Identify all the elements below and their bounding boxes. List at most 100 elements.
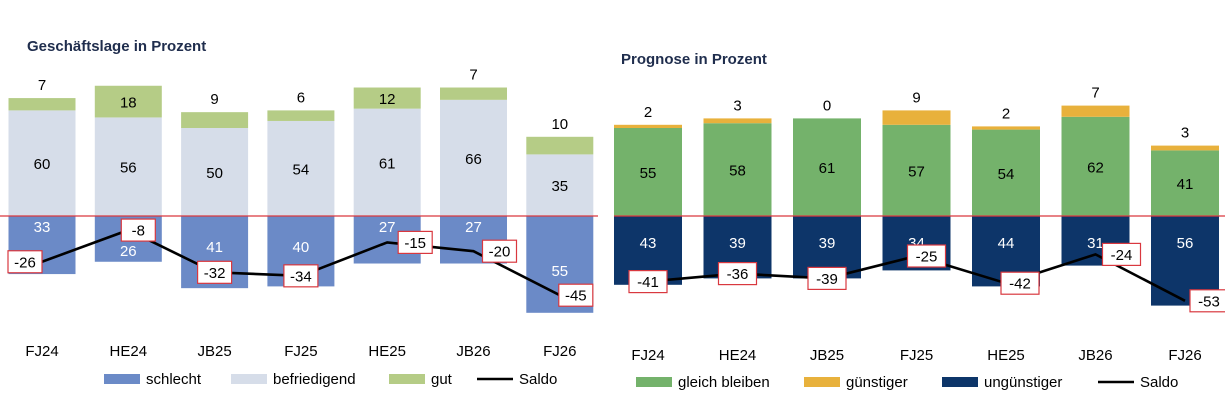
legend-label-unguenstiger: ungünstiger bbox=[984, 374, 1062, 391]
saldo-label-fj25: -34 bbox=[290, 268, 312, 285]
legend-label-saldo: Saldo bbox=[1140, 374, 1178, 391]
legend-label-befriedigend: befriedigend bbox=[273, 371, 356, 388]
saldo-box-jb25 bbox=[197, 260, 233, 284]
x-tick-fj24: FJ24 bbox=[25, 343, 58, 360]
saldo-box-fj26 bbox=[558, 283, 594, 307]
bar-gut-jb25 bbox=[181, 112, 249, 128]
legend-label-saldo: Saldo bbox=[519, 371, 557, 388]
bar-label-gut-fj26: 10 bbox=[551, 116, 568, 133]
bar-label-schlecht-he24: 26 bbox=[120, 243, 137, 260]
saldo-label-he24: -8 bbox=[132, 223, 145, 240]
legend-swatch-guenstiger bbox=[804, 377, 840, 387]
bar-guenstiger-jb26 bbox=[1061, 105, 1130, 117]
bar-befriedigend-he24 bbox=[94, 117, 162, 216]
saldo-label-jb25: -39 bbox=[816, 271, 838, 288]
saldo-label-he25: -42 bbox=[1009, 276, 1031, 293]
x-tick-fj25: FJ25 bbox=[284, 343, 317, 360]
x-tick-fj24: FJ24 bbox=[631, 347, 664, 364]
saldo-label-jb26: -20 bbox=[489, 244, 511, 261]
legend-label-gut: gut bbox=[431, 371, 453, 388]
chart-title-prognose: Prognose in Prozent bbox=[621, 51, 767, 68]
bar-guenstiger-fj26 bbox=[1151, 145, 1219, 151]
bar-label-schlecht-fj24: 33 bbox=[34, 219, 51, 236]
chart-title-geschaeftslage: Geschäftslage in Prozent bbox=[27, 38, 206, 55]
bar-befriedigend-jb25 bbox=[181, 128, 249, 216]
bar-label-gleich-bleiben-jb26: 62 bbox=[1087, 159, 1104, 176]
legend-label-gleich-bleiben: gleich bleiben bbox=[678, 374, 770, 391]
bar-label-gleich-bleiben-fj24: 55 bbox=[640, 165, 657, 182]
legend-label-schlecht: schlecht bbox=[146, 371, 202, 388]
bar-befriedigend-he25 bbox=[353, 108, 421, 216]
bar-gut-fj25 bbox=[267, 110, 335, 121]
bar-label-befriedigend-jb25: 50 bbox=[206, 165, 223, 182]
x-tick-jb25: JB25 bbox=[810, 347, 844, 364]
bar-label-unguenstiger-he24: 39 bbox=[729, 235, 746, 252]
bar-label-gut-he24: 18 bbox=[120, 95, 137, 112]
saldo-box-he25 bbox=[1000, 271, 1040, 295]
bar-gut-jb26 bbox=[440, 87, 507, 100]
x-tick-jb26: JB26 bbox=[1078, 347, 1112, 364]
bar-label-guenstiger-he25: 2 bbox=[1002, 105, 1010, 122]
x-tick-he25: HE25 bbox=[368, 343, 406, 360]
bar-label-schlecht-fj25: 40 bbox=[293, 239, 310, 256]
legend-swatch-schlecht bbox=[104, 374, 140, 384]
x-tick-jb25: JB25 bbox=[197, 343, 231, 360]
bar-label-guenstiger-jb25: 0 bbox=[823, 97, 831, 114]
saldo-box-fj26 bbox=[1189, 289, 1225, 313]
saldo-label-fj26: -45 bbox=[565, 288, 587, 305]
legend-label-guenstiger: günstiger bbox=[846, 374, 908, 391]
bar-label-unguenstiger-jb25: 39 bbox=[819, 235, 836, 252]
saldo-box-jb25 bbox=[807, 266, 847, 290]
bar-guenstiger-fj25 bbox=[882, 110, 951, 125]
x-tick-fj25: FJ25 bbox=[900, 347, 933, 364]
bar-guenstiger-he24 bbox=[703, 118, 772, 124]
saldo-box-jb26 bbox=[481, 239, 518, 263]
bar-gleich-bleiben-jb25 bbox=[793, 118, 861, 216]
x-tick-he24: HE24 bbox=[110, 343, 148, 360]
x-tick-jb26: JB26 bbox=[456, 343, 490, 360]
bar-label-schlecht-fj26: 55 bbox=[551, 263, 568, 280]
bar-label-gleich-bleiben-fj25: 57 bbox=[908, 163, 925, 180]
x-tick-he24: HE24 bbox=[719, 347, 757, 364]
bar-gut-he25 bbox=[353, 87, 421, 109]
saldo-box-he24 bbox=[717, 262, 758, 286]
saldo-label-fj24: -41 bbox=[637, 274, 659, 291]
bar-gleich-bleiben-he25 bbox=[972, 129, 1040, 216]
bar-gleich-bleiben-fj26 bbox=[1151, 150, 1219, 216]
bar-label-befriedigend-fj25: 54 bbox=[293, 161, 310, 178]
bar-label-gut-he25: 12 bbox=[379, 91, 396, 108]
legend-swatch-gut bbox=[389, 374, 425, 384]
saldo-label-fj26: -53 bbox=[1198, 293, 1220, 310]
bar-label-schlecht-jb26: 27 bbox=[465, 219, 482, 236]
bar-label-gleich-bleiben-fj26: 41 bbox=[1177, 176, 1194, 193]
bar-label-gleich-bleiben-he24: 58 bbox=[729, 163, 746, 180]
saldo-label-he24: -36 bbox=[727, 266, 749, 283]
bar-label-guenstiger-fj25: 9 bbox=[912, 89, 920, 106]
bar-gleich-bleiben-he24 bbox=[703, 123, 772, 216]
saldo-box-he24 bbox=[120, 218, 156, 242]
x-tick-he25: HE25 bbox=[987, 347, 1025, 364]
bar-guenstiger-he25 bbox=[972, 126, 1040, 130]
saldo-box-fj25 bbox=[906, 244, 947, 268]
saldo-box-fj25 bbox=[283, 264, 319, 288]
saldo-label-fj24: -26 bbox=[14, 254, 36, 271]
bar-befriedigend-fj25 bbox=[267, 120, 335, 216]
legend-swatch-gleich-bleiben bbox=[636, 377, 672, 387]
bar-label-gut-fj24: 7 bbox=[38, 77, 46, 94]
x-tick-fj26: FJ26 bbox=[543, 343, 576, 360]
bar-label-befriedigend-jb26: 66 bbox=[465, 151, 482, 168]
bar-befriedigend-fj24 bbox=[8, 110, 76, 216]
bar-befriedigend-fj26 bbox=[526, 154, 594, 216]
bar-gut-fj26 bbox=[526, 136, 594, 155]
bar-label-schlecht-he25: 27 bbox=[379, 219, 396, 236]
chart-geschaeftslage: 33 60 7 26 56 18 41 50 9 40 54 6 27 61 12 27 66 7 55 35 10 -2… bbox=[0, 67, 598, 388]
bar-label-schlecht-jb25: 41 bbox=[206, 239, 223, 256]
bar-label-unguenstiger-fj26: 56 bbox=[1177, 235, 1194, 252]
saldo-label-jb26: -24 bbox=[1111, 247, 1133, 264]
saldo-label-he25: -15 bbox=[404, 235, 426, 252]
bar-label-unguenstiger-he25: 44 bbox=[998, 235, 1015, 252]
bar-label-gleich-bleiben-jb25: 61 bbox=[819, 160, 836, 177]
